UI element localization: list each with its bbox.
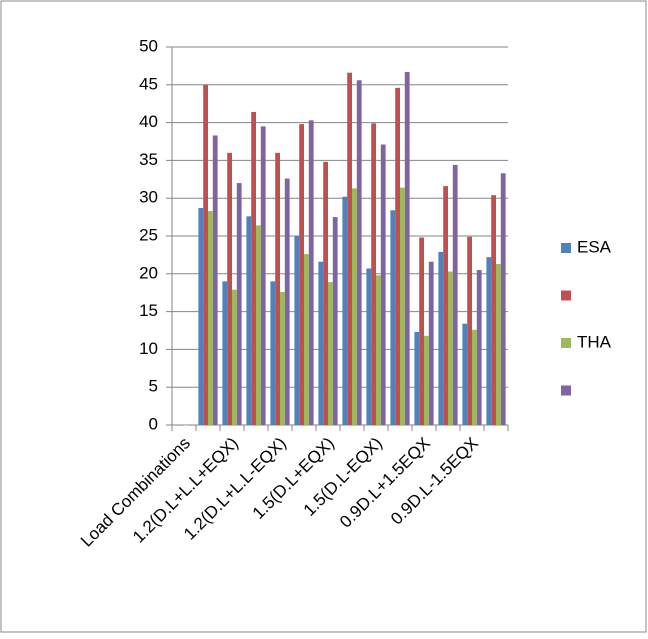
legend-swatch (561, 338, 571, 348)
bar (496, 263, 501, 425)
bar (491, 195, 496, 425)
y-tick-label: 10 (139, 339, 158, 358)
y-tick-label: 0 (149, 414, 158, 433)
bar (424, 335, 429, 425)
bar (376, 275, 381, 425)
legend-swatch (561, 290, 571, 301)
bar (227, 152, 232, 425)
bar (443, 186, 448, 425)
bar (222, 281, 228, 425)
y-tick-label: 25 (139, 225, 158, 244)
bar (236, 183, 242, 425)
y-tick-label: 5 (149, 377, 158, 396)
bar (212, 135, 218, 425)
bar (356, 80, 362, 425)
bar (304, 254, 309, 425)
legend-swatch (561, 243, 571, 253)
bar (419, 237, 424, 425)
bar (208, 211, 213, 425)
bar (318, 261, 324, 425)
bar (179, 425, 184, 426)
bar (188, 425, 194, 426)
bar (467, 236, 472, 425)
bar (184, 425, 189, 426)
bar (452, 164, 458, 425)
bar (380, 144, 386, 426)
bar (390, 210, 396, 425)
bar (476, 270, 482, 425)
bar (428, 261, 434, 425)
y-tick-label: 15 (139, 301, 158, 320)
y-tick-label: 20 (139, 263, 158, 282)
legend-label: THA (577, 332, 612, 351)
legend-swatch (561, 385, 571, 396)
bar (308, 120, 314, 425)
bar (332, 217, 338, 425)
y-tick-label: 40 (139, 112, 158, 131)
bar (328, 282, 333, 425)
y-tick-label: 45 (139, 74, 158, 93)
y-tick-label: 35 (139, 150, 158, 169)
bar (404, 71, 410, 425)
bar (323, 161, 328, 426)
bar (366, 268, 372, 425)
bar (486, 257, 492, 425)
bar (347, 72, 352, 425)
bar (414, 332, 420, 425)
bar (260, 126, 266, 425)
bar (174, 425, 180, 426)
bar (395, 87, 400, 425)
bar (400, 187, 405, 425)
bar (438, 251, 444, 425)
bar (275, 152, 280, 425)
bar (472, 329, 477, 425)
bar (462, 323, 468, 425)
legend-label: ESA (577, 237, 612, 256)
bar (371, 123, 376, 425)
bar (448, 271, 453, 425)
bar (342, 196, 348, 425)
y-tick-label: 50 (139, 36, 158, 55)
bar (299, 124, 304, 425)
bar (246, 216, 252, 425)
bar (270, 281, 276, 425)
bar (284, 178, 290, 425)
bar (256, 225, 261, 425)
bar (352, 188, 357, 425)
bar (232, 289, 237, 425)
y-tick-label: 30 (139, 188, 158, 207)
bar (251, 112, 256, 426)
bar (294, 236, 300, 425)
bar (500, 173, 506, 425)
bar (203, 84, 208, 426)
bar (198, 208, 204, 425)
bar (280, 291, 285, 425)
